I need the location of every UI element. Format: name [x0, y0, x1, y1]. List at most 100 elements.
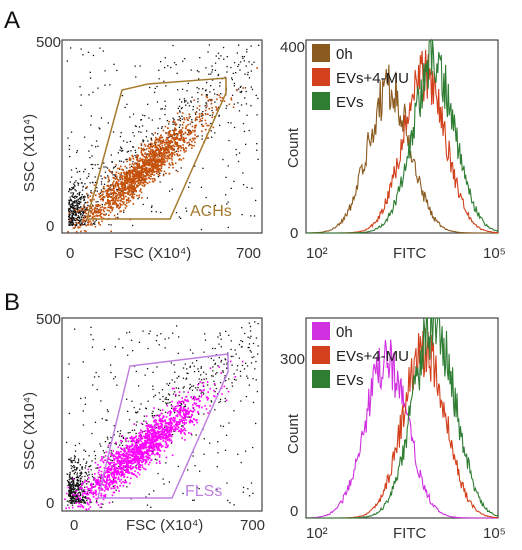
scatter-event-background: [80, 483, 82, 485]
scatter-event-gated: [150, 170, 153, 173]
scatter-event-background: [71, 221, 74, 223]
scatter-event-background: [77, 481, 79, 483]
scatter-event-background: [109, 442, 111, 444]
scatter-event-gated: [80, 230, 82, 233]
scatter-event-gated: [159, 420, 162, 422]
scatter-event-gated: [95, 494, 97, 496]
scatter-event-background: [69, 199, 71, 202]
scatter-event-gated: [125, 455, 128, 458]
scatter-event-background: [158, 392, 160, 394]
scatter-event-gated: [145, 437, 148, 439]
scatter-event-gated: [134, 171, 137, 173]
scatter-event-gated: [127, 188, 130, 191]
scatter-event-background: [72, 465, 74, 468]
scatter-event-gated: [108, 475, 110, 478]
scatter-event-gated: [134, 436, 137, 439]
scatter-event-background: [181, 107, 183, 109]
scatter-event-background: [245, 90, 247, 93]
histogram-b-xtick-left: 10²: [306, 525, 328, 542]
scatter-event-background: [213, 359, 215, 361]
scatter-event-gated: [130, 170, 132, 172]
scatter-event-gated: [159, 414, 161, 416]
scatter-event-gated: [166, 432, 168, 434]
scatter-event-background: [71, 486, 73, 488]
scatter-event-gated: [207, 99, 209, 102]
scatter-event-background: [87, 475, 89, 477]
scatter-event-background: [82, 195, 84, 198]
scatter-event-background: [240, 91, 242, 94]
scatter-event-background: [206, 81, 208, 84]
scatter-event-gated: [98, 193, 100, 195]
scatter-event-gated: [155, 445, 157, 448]
scatter-event-background: [74, 461, 76, 463]
scatter-event-background: [75, 214, 77, 217]
scatter-event-gated: [156, 453, 159, 456]
scatter-event-background: [92, 384, 94, 386]
scatter-event-gated: [125, 173, 127, 175]
scatter-event-gated: [169, 410, 172, 412]
scatter-event-gated: [120, 165, 122, 168]
scatter-event-background: [243, 60, 245, 62]
scatter-event-background: [157, 127, 159, 129]
scatter-event-gated: [148, 155, 150, 158]
scatter-event-background: [258, 44, 260, 46]
scatter-event-gated: [161, 436, 163, 438]
scatter-event-gated: [215, 109, 218, 111]
scatter-event-background: [117, 430, 119, 433]
scatter-event-background: [210, 357, 212, 360]
scatter-event-background: [198, 395, 200, 397]
scatter-event-background: [116, 189, 118, 191]
scatter-event-gated: [162, 159, 164, 161]
scatter-event-gated: [90, 222, 93, 224]
scatter-event-background: [81, 197, 83, 199]
scatter-event-gated: [163, 163, 165, 166]
scatter-event-gated: [126, 175, 129, 178]
scatter-event-gated: [160, 165, 163, 168]
scatter-event-background: [129, 140, 131, 143]
scatter-event-gated: [131, 473, 133, 475]
scatter-event-background: [83, 496, 85, 498]
scatter-event-gated: [85, 508, 88, 511]
scatter-event-background: [151, 451, 154, 453]
scatter-event-background: [142, 141, 144, 143]
scatter-event-background: [90, 191, 92, 194]
scatter-event-gated: [155, 166, 157, 169]
scatter-event-gated: [159, 418, 161, 421]
scatter-event-gated: [133, 176, 135, 178]
scatter-event-background: [102, 450, 104, 452]
scatter-event-gated: [159, 425, 161, 428]
scatter-event-gated: [174, 142, 176, 145]
scatter-event-gated: [234, 376, 237, 378]
scatter-event-gated: [193, 418, 196, 421]
scatter-event-gated: [118, 207, 120, 210]
scatter-event-background: [131, 429, 134, 431]
scatter-event-background: [216, 94, 218, 96]
scatter-event-background: [89, 182, 91, 184]
scatter-event-gated: [113, 465, 116, 468]
scatter-event-gated: [155, 141, 157, 144]
scatter-event-gated: [124, 465, 126, 467]
scatter-event-gated: [189, 139, 192, 141]
scatter-event-gated: [170, 155, 173, 157]
scatter-event-gated: [154, 179, 156, 182]
scatter-event-background: [135, 76, 137, 78]
scatter-event-gated: [141, 451, 143, 453]
scatter-event-background: [138, 131, 140, 133]
scatter-event-gated: [164, 151, 167, 154]
scatter-event-background: [250, 335, 252, 337]
scatter-event-gated: [132, 181, 134, 184]
scatter-event-background: [249, 325, 252, 328]
scatter-event-background: [180, 403, 182, 405]
scatter-event-background: [147, 103, 149, 105]
scatter-event-gated: [182, 121, 185, 124]
scatter-event-gated: [98, 221, 100, 224]
scatter-event-gated: [142, 174, 145, 176]
scatter-event-gated: [112, 491, 115, 494]
scatter-event-background: [116, 69, 118, 72]
scatter-event-gated: [112, 471, 115, 473]
scatter-event-background: [179, 124, 181, 126]
scatter-event-gated: [97, 471, 100, 474]
scatter-event-background: [257, 97, 259, 100]
scatter-event-gated: [106, 478, 108, 480]
scatter-event-gated: [118, 467, 121, 469]
